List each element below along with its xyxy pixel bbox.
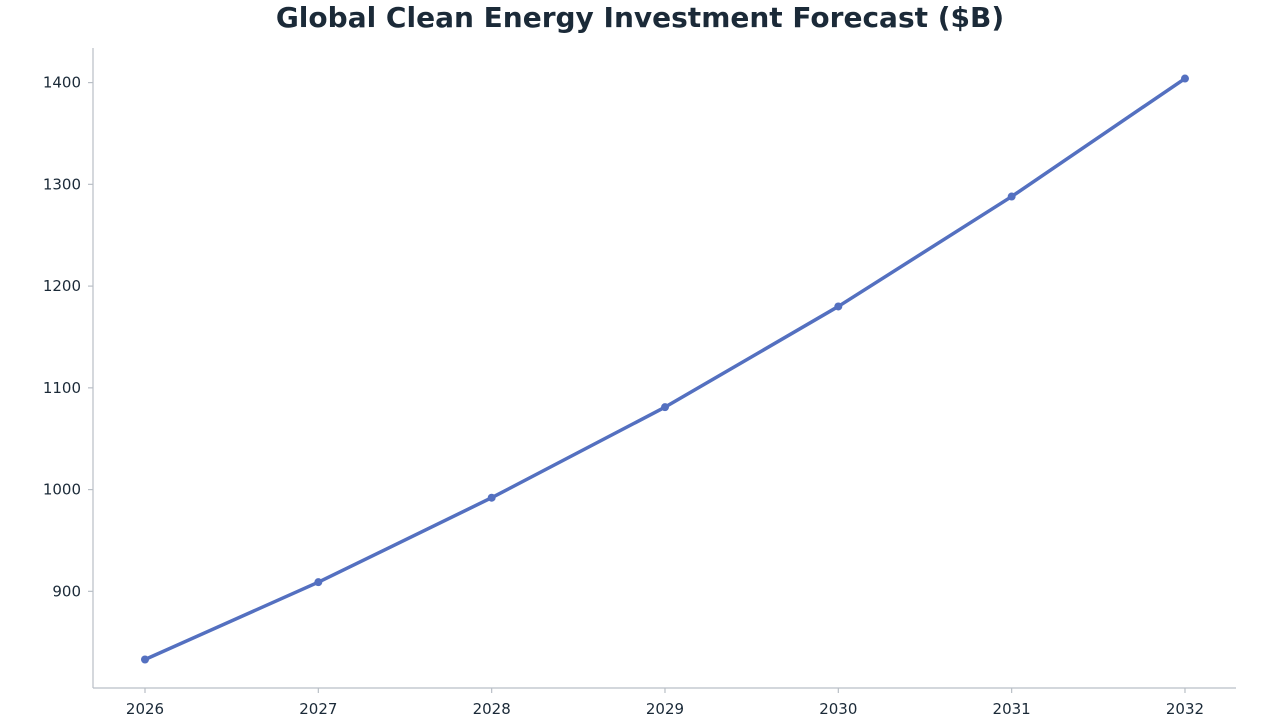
x-axis-ticks: 2026 2027 2028 2029 2030 2031 2032 — [126, 688, 1204, 718]
x-tick-label: 2028 — [473, 700, 511, 718]
data-point — [834, 302, 843, 311]
y-tick-label: 1200 — [43, 277, 81, 295]
series-group — [141, 74, 1189, 664]
y-tick-label: 1400 — [43, 74, 81, 92]
x-tick-label: 2032 — [1166, 700, 1204, 718]
y-axis-ticks: 900 1000 1100 1200 1300 1400 — [43, 74, 93, 600]
series-line — [143, 76, 1187, 662]
x-tick-label: 2030 — [819, 700, 857, 718]
x-tick-label: 2031 — [993, 700, 1031, 718]
x-tick-label: 2029 — [646, 700, 684, 718]
chart-axes — [92, 48, 1236, 689]
data-point — [1007, 192, 1016, 201]
x-tick-label: 2027 — [299, 700, 337, 718]
y-tick-label: 1300 — [43, 175, 81, 193]
data-point — [314, 578, 323, 587]
data-point — [487, 493, 496, 502]
data-point — [660, 403, 669, 412]
chart-title: Global Clean Energy Investment Forecast … — [275, 1, 1005, 34]
x-tick-label: 2026 — [126, 700, 164, 718]
y-tick-label: 1000 — [43, 481, 81, 499]
y-tick-label: 1100 — [43, 379, 81, 397]
data-point — [141, 655, 149, 664]
y-tick-label: 900 — [52, 582, 81, 600]
data-point — [1180, 74, 1189, 83]
